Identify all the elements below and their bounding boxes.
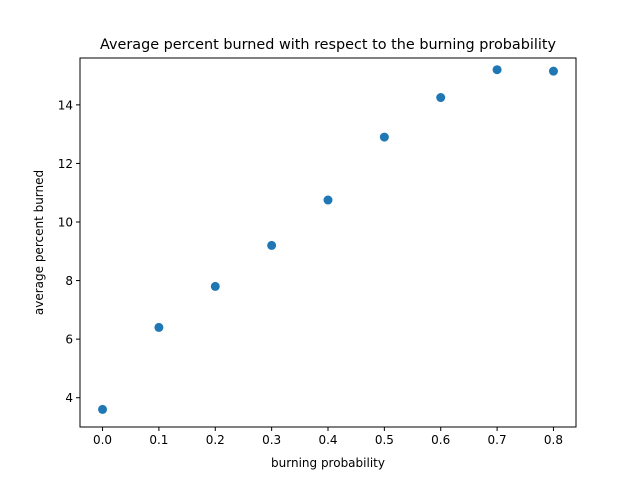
y-tick-label: 10: [58, 216, 73, 230]
data-point: [210, 281, 220, 291]
x-tick-label: 0.3: [262, 433, 281, 447]
data-point: [436, 93, 446, 103]
x-tick-label: 0.1: [149, 433, 168, 447]
data-point: [548, 66, 558, 76]
x-tick-label: 0.2: [206, 433, 225, 447]
data-point: [492, 65, 502, 75]
x-tick-label: 0.5: [375, 433, 394, 447]
x-tick-label: 0.7: [488, 433, 507, 447]
data-point: [323, 195, 333, 205]
y-axis-label: average percent burned: [32, 170, 46, 315]
y-tick-label: 8: [65, 274, 73, 288]
x-tick-label: 0.0: [93, 433, 112, 447]
x-axis-label: burning probability: [271, 456, 385, 470]
chart-title: Average percent burned with respect to t…: [100, 37, 556, 53]
y-tick-label: 6: [65, 333, 73, 347]
x-axis-ticks: 0.0 0.1 0.2 0.3 0.4 0.5 0.6 0.7 0.8: [93, 427, 563, 447]
data-point: [98, 404, 108, 414]
y-axis-ticks: 4 6 8 10 12 14: [58, 98, 80, 405]
y-tick-label: 14: [58, 98, 73, 112]
data-points: [98, 65, 558, 414]
data-point: [379, 132, 389, 142]
data-point: [154, 322, 164, 332]
x-tick-label: 0.6: [431, 433, 450, 447]
data-point: [267, 240, 277, 250]
x-tick-label: 0.8: [544, 433, 563, 447]
x-tick-label: 0.4: [318, 433, 337, 447]
y-tick-label: 12: [58, 157, 73, 171]
y-tick-label: 4: [65, 391, 73, 405]
plot-area: 0.0 0.1 0.2 0.3 0.4 0.5 0.6 0.7 0.8 4 6 8 10 12 14: [58, 57, 577, 447]
